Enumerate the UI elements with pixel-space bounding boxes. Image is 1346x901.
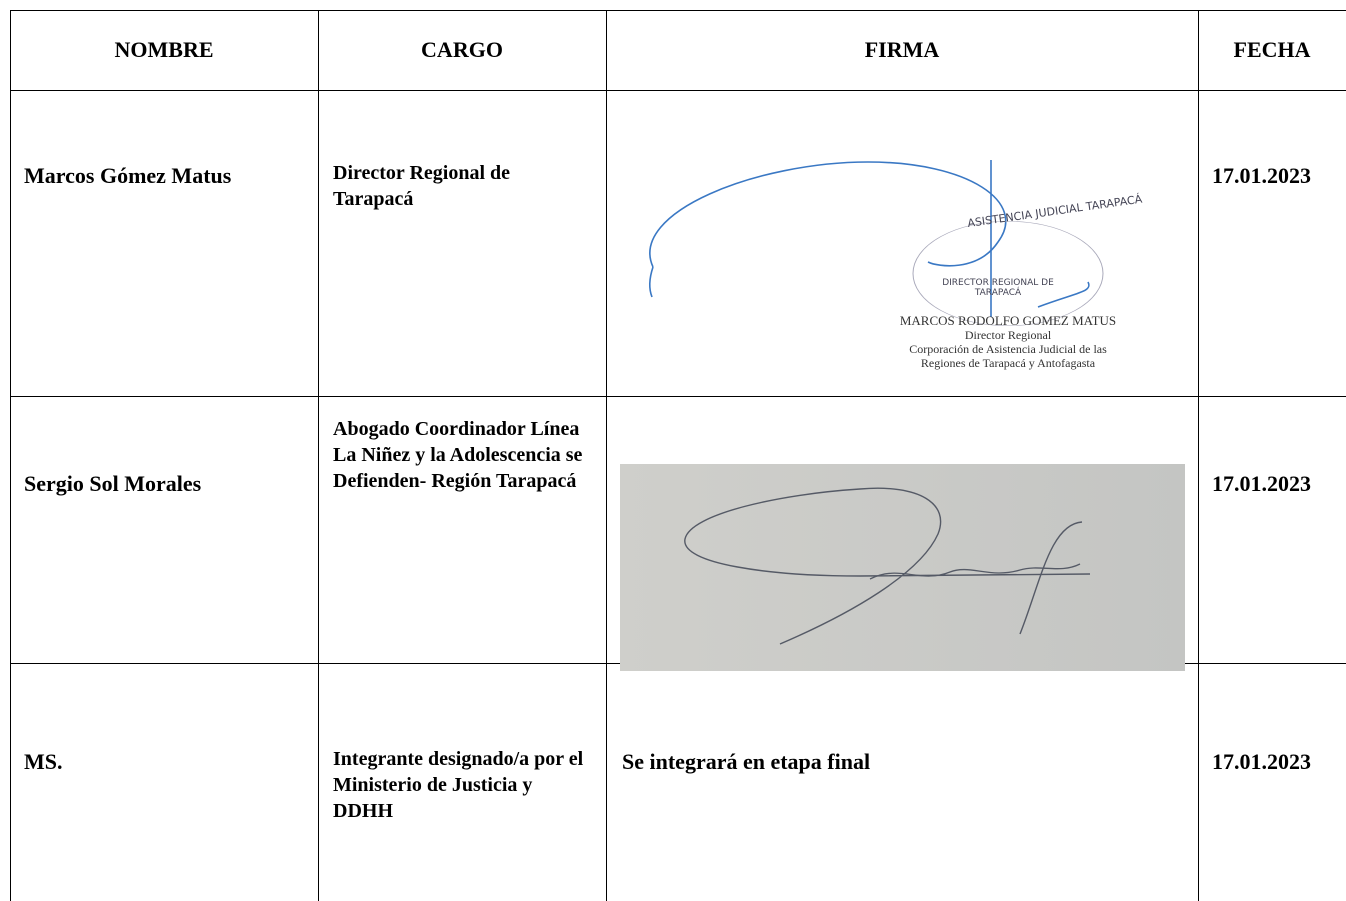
header-cell: FECHA xyxy=(1233,37,1311,62)
border xyxy=(1198,10,1199,901)
border xyxy=(10,10,11,901)
stamp-inner: DIRECTOR REGIONAL DE xyxy=(942,278,1054,288)
header-cell: NOMBRE xyxy=(114,37,214,62)
stamp-line: Director Regional xyxy=(965,328,1052,342)
border xyxy=(10,396,1346,397)
stamp-line: Regiones de Tarapacá y Antofagasta xyxy=(921,356,1096,370)
stamp-line: Corporación de Asistencia Judicial de la… xyxy=(909,342,1107,356)
nombre: Sergio Sol Morales xyxy=(24,471,202,496)
cargo: Director Regional de Tarapacá xyxy=(333,162,511,210)
nombre: Marcos Gómez Matus xyxy=(24,163,232,188)
header-cell: FIRMA xyxy=(864,37,940,62)
fecha: 17.01.2023 xyxy=(1212,471,1311,496)
firma: Se integrará en etapa final xyxy=(622,749,871,774)
stamp-line: MARCOS RODOLFO GOMEZ MATUS xyxy=(900,313,1116,328)
border xyxy=(10,90,1346,91)
border xyxy=(318,10,319,901)
nombre: MS. xyxy=(24,749,63,774)
border xyxy=(606,10,607,901)
border xyxy=(10,10,1346,11)
signature-stamp: ASISTENCIA JUDICIAL TARAPACÁ DIRECTOR RE… xyxy=(649,160,1144,370)
fecha: 17.01.2023 xyxy=(1212,163,1311,188)
cargo: Abogado Coordinador Línea La Niñez y la … xyxy=(333,418,583,492)
cargo: Integrante designado/a por el Ministerio… xyxy=(333,748,584,822)
stamp-inner: TARAPACÁ xyxy=(974,286,1022,298)
signature-image xyxy=(620,464,1185,671)
fecha: 17.01.2023 xyxy=(1212,749,1311,774)
stamp-ring: ASISTENCIA JUDICIAL TARAPACÁ xyxy=(967,193,1144,230)
header-cell: CARGO xyxy=(421,37,503,62)
